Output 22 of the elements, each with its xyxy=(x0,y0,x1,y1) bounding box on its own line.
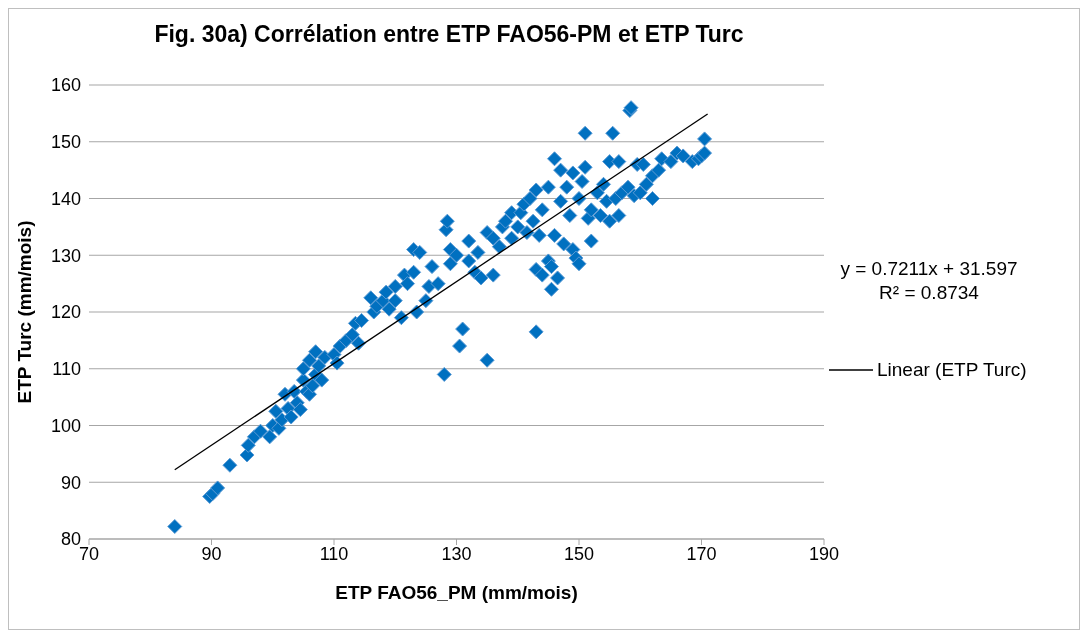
x-tick-label: 170 xyxy=(686,543,717,564)
y-tick-label: 140 xyxy=(50,188,81,209)
y-tick-label: 110 xyxy=(52,359,81,380)
y-tick-label: 160 xyxy=(50,75,81,96)
x-axis-title: ETP FAO56_PM (mm/mois) xyxy=(335,582,578,603)
x-tick-label: 70 xyxy=(78,543,100,564)
text: y = 0.7211x + 31.597 xyxy=(839,257,1019,281)
y-tick-label: 100 xyxy=(50,415,81,436)
x-tick-label: 190 xyxy=(808,543,840,564)
y-tick-label: 120 xyxy=(50,302,81,323)
x-tick-label: 130 xyxy=(441,543,472,564)
chart-title: Fig. 30a) Corrélation entre ETP FAO56-PM et ETP Turc xyxy=(153,21,745,48)
y-tick-label: 150 xyxy=(50,132,81,153)
x-tick-label: 110 xyxy=(319,543,349,564)
y-tick-label: 80 xyxy=(60,529,81,550)
x-tick-label: 90 xyxy=(201,543,222,564)
y-axis-title: ETP Turc (mm/mois) xyxy=(13,220,35,404)
legend-label: Linear (ETP Turc) xyxy=(877,359,1027,381)
x-tick-label: 150 xyxy=(563,543,595,564)
y-tick-label: 130 xyxy=(50,245,81,266)
y-tick-label: 90 xyxy=(60,472,81,493)
text: R² = 0.8734 xyxy=(878,281,980,305)
